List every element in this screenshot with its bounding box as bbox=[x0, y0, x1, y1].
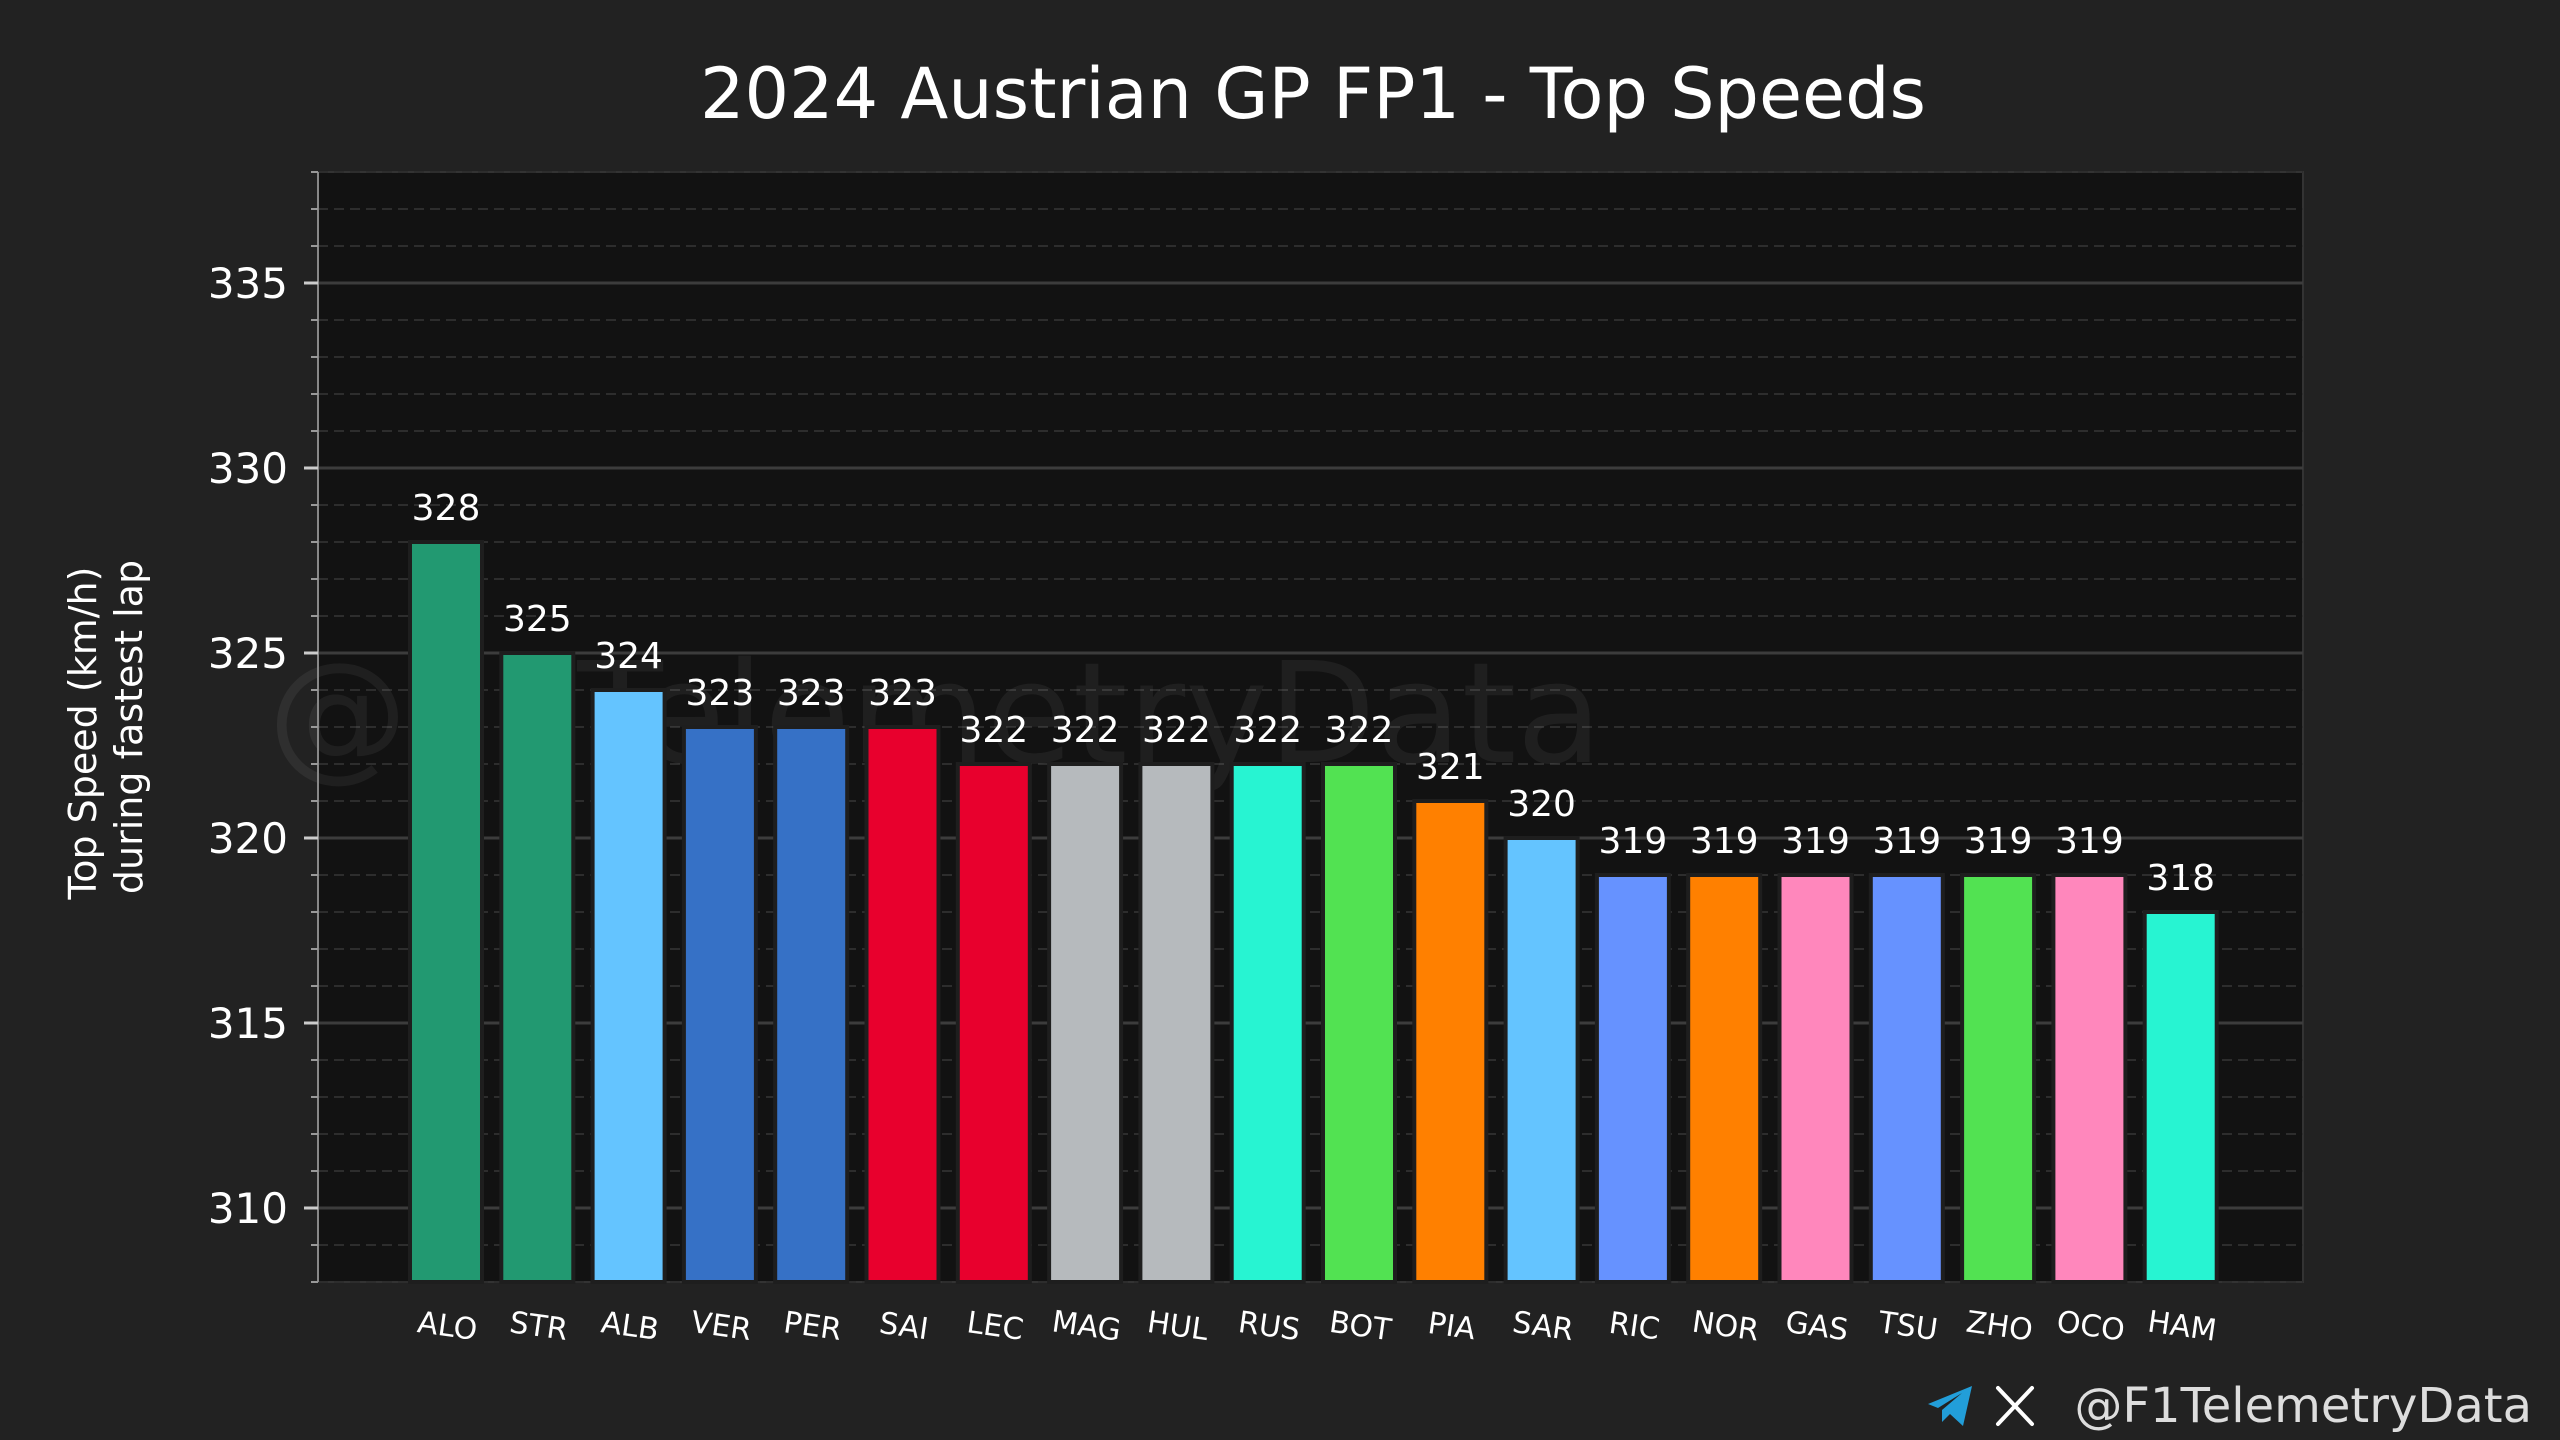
y-axis: 310 315 320 325 330 335 bbox=[208, 171, 319, 1283]
value-label-nor: 319 bbox=[1690, 821, 1759, 862]
chart-title: 2024 Austrian GP FP1 - Top Speeds bbox=[700, 53, 1926, 135]
bars bbox=[408, 540, 2219, 1284]
bar-sar bbox=[1503, 836, 1580, 1284]
value-label-sar: 320 bbox=[1507, 784, 1576, 825]
x-axis-labels: ALO STR ALB VER PER SAI LEC MAG HUL RUS BOT PIA SAR R… bbox=[415, 1304, 2218, 1348]
bar-tsu bbox=[1868, 873, 1945, 1284]
x-tick-label-alb: ALB bbox=[599, 1305, 661, 1348]
x-tick-label-str: STR bbox=[507, 1305, 570, 1348]
footer-handle[interactable]: @F1TelemetryData bbox=[2074, 1378, 2532, 1434]
bar-pia bbox=[1412, 799, 1489, 1284]
y-tick-label: 325 bbox=[208, 629, 288, 678]
bar-str bbox=[499, 651, 576, 1284]
value-label-rus: 322 bbox=[1233, 710, 1302, 751]
x-tick-label-zho: ZHO bbox=[1964, 1305, 2035, 1349]
value-label-alb: 324 bbox=[594, 636, 663, 677]
value-label-zho: 319 bbox=[1964, 821, 2033, 862]
x-tick-label-hul: HUL bbox=[1145, 1305, 1211, 1348]
bar-nor bbox=[1686, 873, 1763, 1284]
y-axis-label-line-2: during fastest lap bbox=[107, 560, 151, 894]
bar-ham bbox=[2142, 910, 2219, 1284]
x-tick-label-nor: NOR bbox=[1690, 1305, 1761, 1349]
telegram-icon[interactable] bbox=[1928, 1386, 1972, 1426]
y-tick-label: 310 bbox=[208, 1184, 288, 1233]
x-tick-label-pia: PIA bbox=[1426, 1306, 1478, 1347]
footer: @F1TelemetryData bbox=[1928, 1378, 2532, 1434]
bar-mag bbox=[1047, 762, 1124, 1284]
y-tick-label: 320 bbox=[208, 814, 288, 863]
x-tick-label-alo: ALO bbox=[415, 1305, 479, 1348]
x-tick-label-tsu: TSU bbox=[1875, 1305, 1940, 1348]
value-label-ham: 318 bbox=[2146, 858, 2215, 899]
x-tick-label-rus: RUS bbox=[1236, 1305, 1302, 1348]
x-tick-label-ver: VER bbox=[689, 1305, 754, 1348]
x-icon[interactable] bbox=[1996, 1386, 2034, 1426]
value-label-per: 323 bbox=[777, 673, 846, 714]
x-tick-label-ric: RIC bbox=[1607, 1306, 1662, 1348]
y-axis-label: Top Speed (km/h) during fastest lap bbox=[61, 554, 151, 900]
value-label-tsu: 319 bbox=[1872, 821, 1941, 862]
value-label-lec: 322 bbox=[959, 710, 1028, 751]
x-tick-label-lec: LEC bbox=[965, 1305, 1026, 1348]
y-tick-label: 330 bbox=[208, 444, 288, 493]
x-tick-label-ham: HAM bbox=[2145, 1304, 2218, 1348]
value-label-sai: 323 bbox=[868, 673, 937, 714]
y-tick-label: 335 bbox=[208, 259, 288, 308]
bar-lec bbox=[955, 762, 1032, 1284]
value-label-oco: 319 bbox=[2055, 821, 2124, 862]
x-tick-label-per: PER bbox=[781, 1305, 843, 1348]
x-tick-label-sar: SAR bbox=[1510, 1305, 1575, 1348]
x-tick-label-gas: GAS bbox=[1783, 1305, 1850, 1348]
value-label-gas: 319 bbox=[1781, 821, 1850, 862]
bar-hul bbox=[1138, 762, 1215, 1284]
value-labels: 328 325 324 323 323 323 322 322 322 322 322 321 320 3… bbox=[412, 488, 2215, 899]
value-label-hul: 322 bbox=[1142, 710, 1211, 751]
x-tick-label-mag: MAG bbox=[1050, 1304, 1123, 1348]
bar-oco bbox=[2051, 873, 2128, 1284]
value-label-ric: 319 bbox=[1599, 821, 1668, 862]
x-tick-label-oco: OCO bbox=[2055, 1305, 2127, 1349]
x-tick-label-sai: SAI bbox=[877, 1306, 930, 1347]
value-label-ver: 323 bbox=[686, 673, 755, 714]
x-tick-label-bot: BOT bbox=[1327, 1305, 1394, 1348]
bar-ric bbox=[1594, 873, 1671, 1284]
value-label-alo: 328 bbox=[412, 488, 481, 529]
bar-alb bbox=[590, 688, 667, 1284]
bar-zho bbox=[1960, 873, 2037, 1284]
bar-alo bbox=[408, 540, 484, 1284]
value-label-bot: 322 bbox=[1325, 710, 1394, 751]
y-tick-label: 315 bbox=[208, 999, 288, 1048]
bar-rus bbox=[1229, 762, 1306, 1284]
y-axis-label-line-1: Top Speed (km/h) bbox=[61, 567, 105, 901]
bar-ver bbox=[681, 725, 758, 1284]
value-label-pia: 321 bbox=[1416, 747, 1485, 788]
value-label-str: 325 bbox=[503, 599, 572, 640]
bar-sai bbox=[864, 725, 941, 1284]
bar-bot bbox=[1321, 762, 1397, 1284]
bar-per bbox=[773, 725, 850, 1284]
bar-gas bbox=[1777, 873, 1854, 1284]
value-label-mag: 322 bbox=[1051, 710, 1120, 751]
